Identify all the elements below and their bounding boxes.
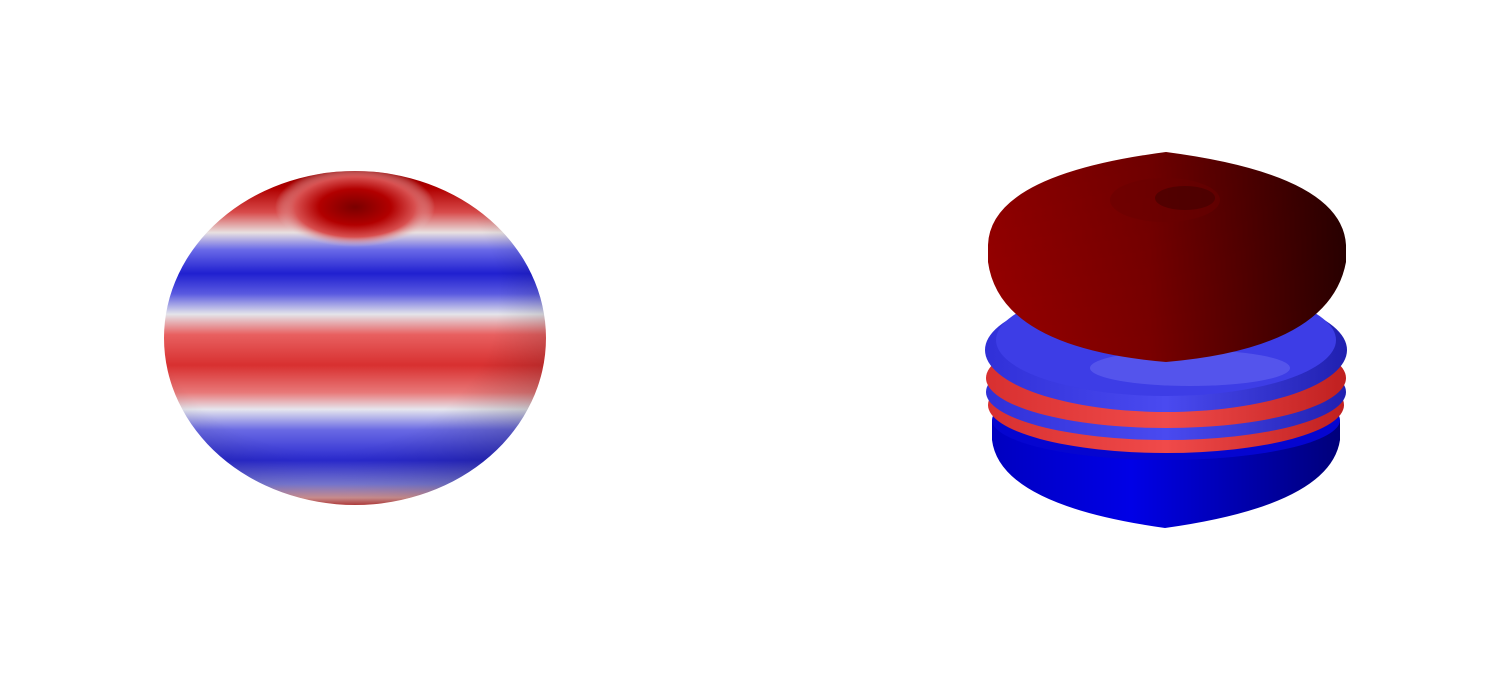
radial-isosurface-stack — [985, 152, 1347, 528]
top-cap-dimple-inner — [1155, 186, 1215, 210]
spherical-harmonic-sphere — [164, 171, 546, 505]
sphere-shade — [164, 171, 546, 505]
top-cap-shading — [988, 152, 1346, 362]
